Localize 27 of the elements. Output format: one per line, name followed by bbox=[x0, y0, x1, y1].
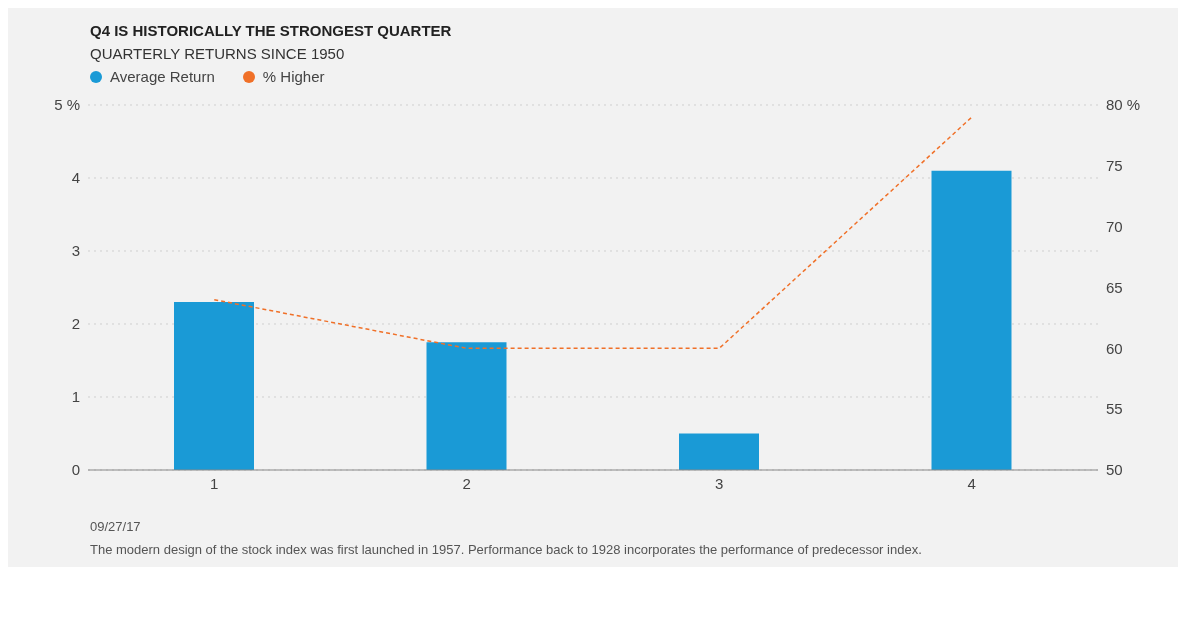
y2-tick-label: 65 bbox=[1106, 278, 1123, 296]
y-tick-label: 2 bbox=[71, 315, 80, 333]
y2-tick-label: 60 bbox=[1106, 339, 1123, 357]
legend-label: % Higher bbox=[262, 68, 325, 85]
y2-tick-label: 75 bbox=[1106, 157, 1123, 175]
y-tick-label: 3 bbox=[71, 242, 80, 260]
x-tick-label: 4 bbox=[967, 474, 976, 492]
y-tick-label: 1 bbox=[71, 388, 80, 406]
bar bbox=[426, 342, 507, 470]
text: 09/27/17 bbox=[90, 519, 142, 534]
x-tick-label: 2 bbox=[462, 474, 471, 492]
legend-label: Average Return bbox=[110, 68, 215, 85]
y2-tick-label: 80 % bbox=[1106, 96, 1141, 114]
bar bbox=[174, 302, 254, 470]
y2-tick-label: 70 bbox=[1106, 217, 1123, 235]
y-tick-label: 5 % bbox=[54, 96, 80, 114]
bar bbox=[931, 170, 1012, 470]
y2-tick-label: 55 bbox=[1106, 400, 1123, 418]
x-tick-label: 3 bbox=[715, 474, 724, 492]
bar bbox=[679, 433, 759, 470]
chart-subtitle: QUARTERLY RETURNS SINCE 1950 bbox=[90, 45, 346, 62]
y2-tick-label: 50 bbox=[1106, 461, 1123, 479]
x-tick-label: 1 bbox=[210, 474, 219, 492]
chart-title: Q4 IS HISTORICALLY THE STRONGEST QUARTER bbox=[90, 22, 453, 39]
y-tick-label: 0 bbox=[71, 461, 80, 479]
text: The modern design of the stock index was first launched in 1957. Performance back to 1928 incorporates the performance of predecessor index. bbox=[90, 542, 923, 557]
y-tick-label: 4 bbox=[71, 169, 80, 187]
